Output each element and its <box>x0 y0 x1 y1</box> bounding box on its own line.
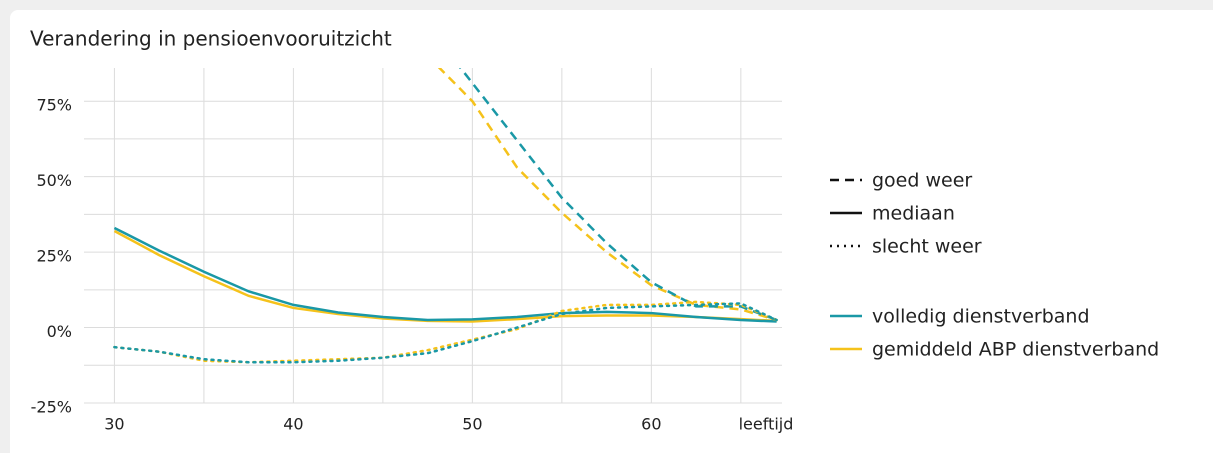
series-line <box>437 68 777 322</box>
series-line <box>459 68 778 322</box>
y-tick-label: 0% <box>47 322 72 341</box>
x-tick-label: 40 <box>283 415 303 434</box>
legend-label: mediaan <box>872 203 955 225</box>
series-line <box>113 302 778 364</box>
legend-label: gemiddeld ABP dienstverband <box>872 339 1159 361</box>
x-axis-label: leeftijd <box>739 415 794 434</box>
x-tick-label: 60 <box>641 415 661 434</box>
card <box>10 10 1213 453</box>
x-tick-label: 30 <box>104 415 124 434</box>
y-tick-label: 50% <box>36 171 72 190</box>
legend-label: volledig dienstverband <box>872 306 1090 328</box>
legend-label: slecht weer <box>872 236 982 258</box>
chart-title: Verandering in pensioenvooruitzicht <box>30 27 392 51</box>
legend-label: goed weer <box>872 170 972 192</box>
y-tick-label: -25% <box>31 398 72 417</box>
series-line <box>113 226 777 323</box>
y-tick-label: 25% <box>36 247 72 266</box>
x-tick-label: 50 <box>462 415 482 434</box>
plot <box>113 68 778 364</box>
y-tick-label: 75% <box>36 96 72 115</box>
